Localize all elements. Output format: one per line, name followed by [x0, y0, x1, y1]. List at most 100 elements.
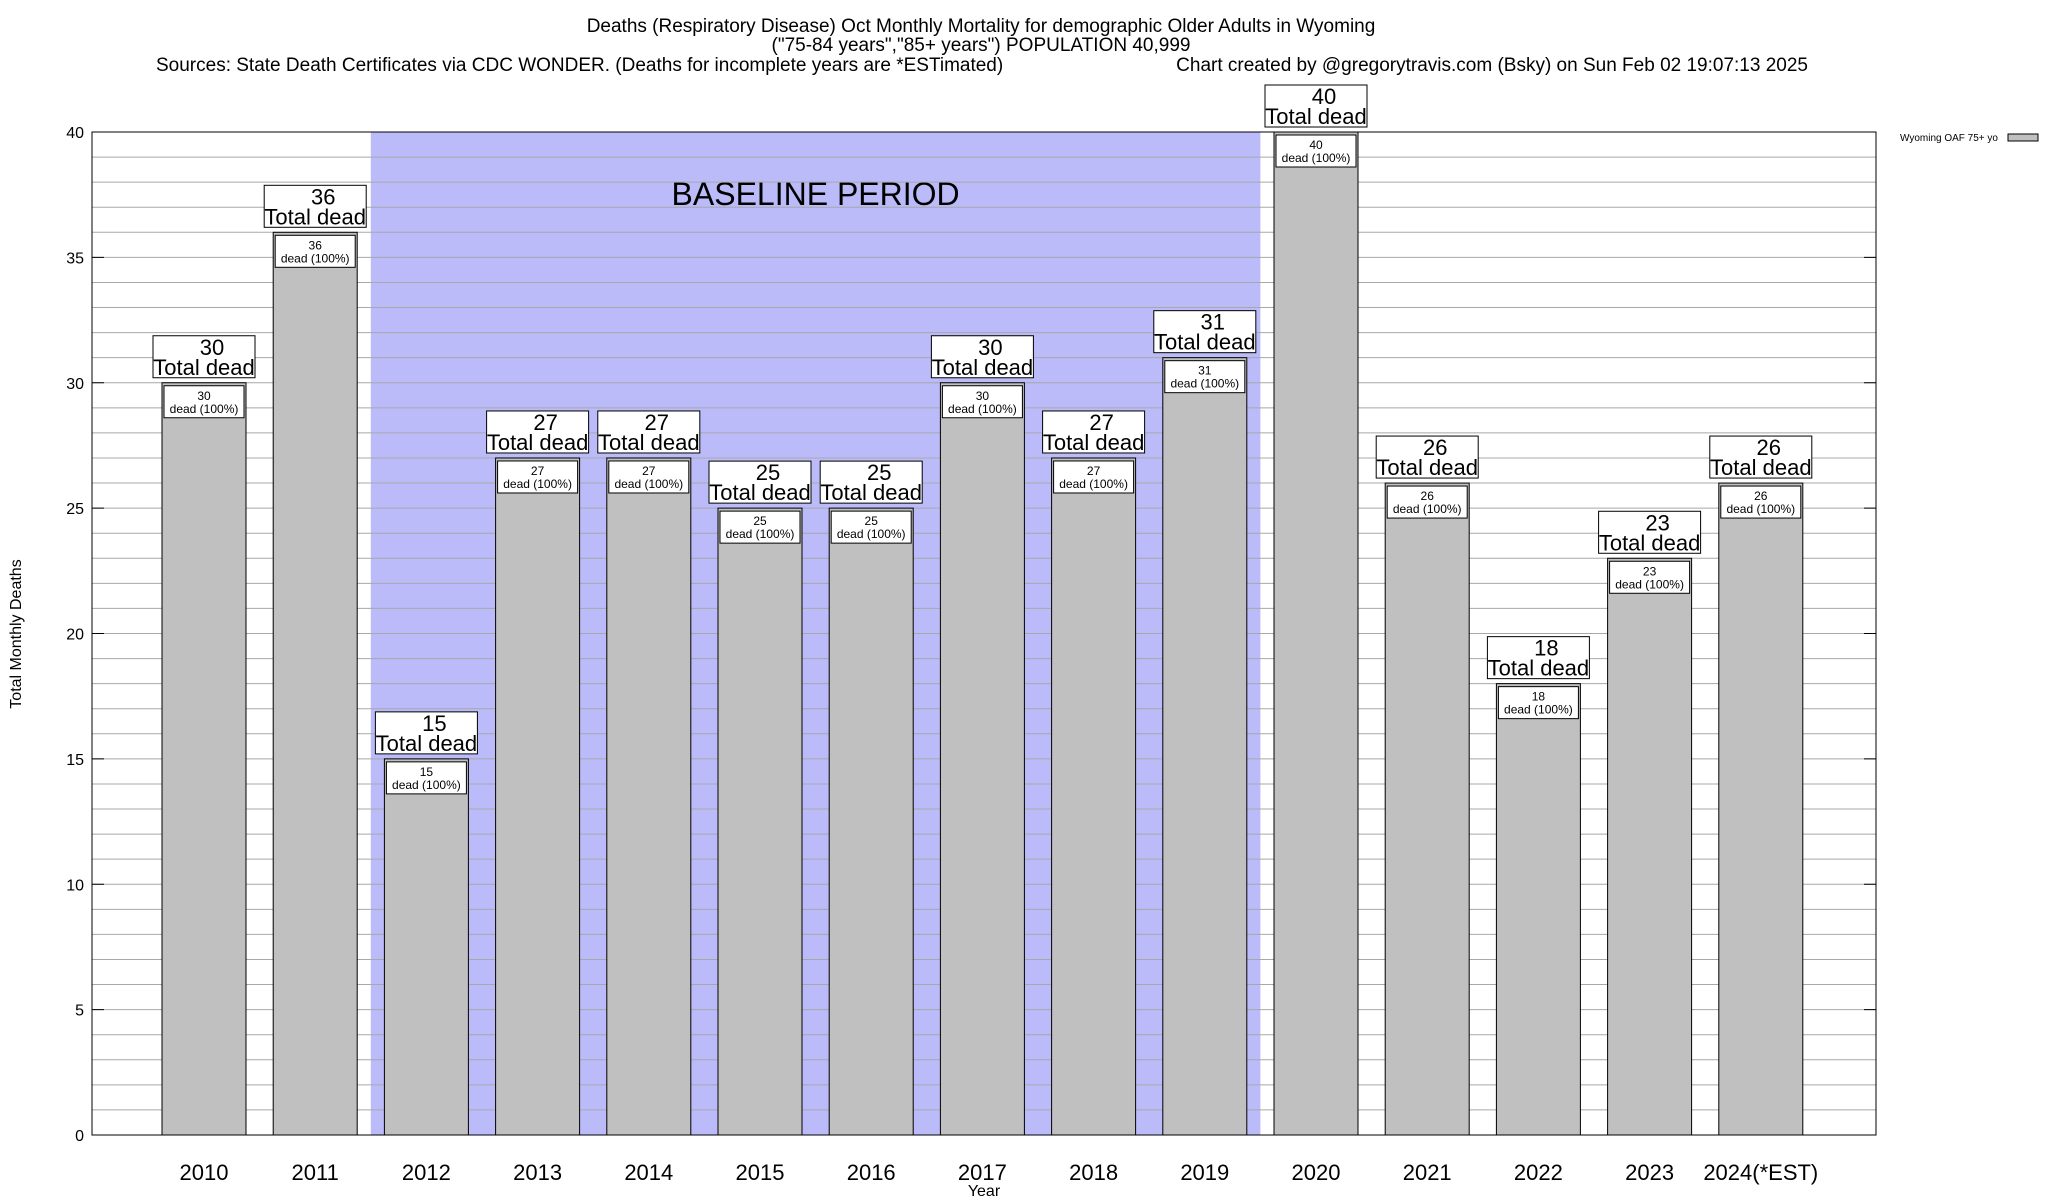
- bar-inner-label: dead (100%): [392, 778, 461, 792]
- bar-inner-label-box: [941, 385, 1023, 419]
- bar-top-label-box: [1264, 84, 1368, 128]
- x-tick-label: 2022: [1514, 1160, 1563, 1185]
- bar-inner-label: dead (100%): [948, 402, 1017, 416]
- x-tick-label: 2013: [513, 1160, 562, 1185]
- bar: [383, 758, 469, 1136]
- bar: [1495, 683, 1581, 1136]
- bar: [161, 382, 247, 1136]
- bar: [1051, 457, 1137, 1136]
- bar-top-label-box: [708, 460, 812, 504]
- bar-inner-label-box: [830, 510, 912, 544]
- bar-top-label-box: [486, 410, 590, 454]
- bar-top-label: Total dead: [820, 480, 922, 505]
- bar-inner-value: 27: [1087, 464, 1101, 478]
- x-axis-ticks: 2010 2011 2012 2013 2014 2015 2016 2017 2018 2019…: [180, 1160, 1819, 1185]
- bar-inner-label: dead (100%): [1282, 151, 1351, 165]
- bar-inner-value: 36: [309, 238, 323, 252]
- x-axis-label: Year: [968, 1183, 1001, 1200]
- bar-inner-value: 25: [865, 514, 879, 528]
- bar-top-label: Total dead: [709, 480, 811, 505]
- bar-top-label-box: [930, 335, 1034, 379]
- bar-top-value: 40: [1312, 84, 1336, 109]
- y-tick-label: 30: [66, 376, 84, 393]
- bar-inner-value: 30: [976, 389, 990, 403]
- bar-inner-value: 26: [1421, 489, 1435, 503]
- bar: [939, 382, 1025, 1136]
- bar: [272, 231, 358, 1136]
- bar-inner-value: 40: [1309, 138, 1323, 152]
- bar-top-value: 36: [311, 184, 335, 209]
- bar-inner-value: 23: [1643, 564, 1657, 578]
- bar: [1607, 557, 1693, 1136]
- bar-top-label-box: [1375, 435, 1479, 479]
- legend-series-name: Wyoming OAF 75+ yo: [1900, 133, 1998, 144]
- bar-inner-label-box: [274, 234, 356, 268]
- bar-inner-value: 27: [642, 464, 656, 478]
- bar-top-value: 18: [1534, 636, 1558, 661]
- bar-top-label: Total dead: [376, 731, 478, 756]
- bar-top-label: Total dead: [1599, 530, 1701, 555]
- bar-top-value: 27: [533, 410, 557, 435]
- x-tick-label: 2023: [1625, 1160, 1674, 1185]
- bar-inner-label: dead (100%): [170, 402, 239, 416]
- bar-top-label-box: [597, 410, 701, 454]
- bar-inner-label: dead (100%): [1393, 502, 1462, 516]
- bar-top-label: Total dead: [264, 204, 366, 229]
- bar-inner-label-box: [1275, 134, 1357, 168]
- bar-top-value: 31: [1201, 310, 1225, 335]
- x-tick-label: 2018: [1069, 1160, 1118, 1185]
- bar-top-label: Total dead: [1488, 656, 1590, 681]
- bar: [1273, 131, 1359, 1136]
- bar-top-value: 27: [645, 410, 669, 435]
- x-tick-label: 2021: [1403, 1160, 1452, 1185]
- bar-inner-label: dead (100%): [503, 477, 572, 491]
- x-tick-label: 2010: [180, 1160, 229, 1185]
- bar-inner-value: 26: [1754, 489, 1768, 503]
- bar-top-label: Total dead: [1376, 455, 1478, 480]
- bar-inner-value: 18: [1532, 690, 1546, 704]
- bar-inner-label: dead (100%): [1170, 377, 1239, 391]
- bar-inner-label-box: [1609, 560, 1691, 594]
- y-tick-label: 25: [66, 501, 84, 518]
- x-tick-label: 2014: [624, 1160, 673, 1185]
- bar: [606, 457, 692, 1136]
- bar-inner-value: 25: [753, 514, 767, 528]
- y-axis-ticks: 0 5 10 15 20 25 30 35 40: [66, 125, 1876, 1145]
- bar-top-label-box: [819, 460, 923, 504]
- chart-credit: Chart created by @gregorytravis.com (Bsk…: [1176, 55, 1808, 76]
- bar: [1384, 482, 1470, 1136]
- bar-inner-label-box: [1386, 485, 1468, 519]
- legend-swatch: [2007, 133, 2039, 142]
- chart-title-block: Deaths (Respiratory Disease) Oct Monthly…: [156, 16, 1808, 76]
- bar-top-label-box: [1486, 636, 1590, 680]
- legend: Wyoming OAF 75+ yo: [1900, 133, 2039, 144]
- bar-inner-label: dead (100%): [1059, 477, 1128, 491]
- bar-inner-value: 31: [1198, 364, 1212, 378]
- bar-top-value: 25: [756, 460, 780, 485]
- bar: [495, 457, 581, 1136]
- y-tick-label: 35: [66, 250, 84, 267]
- bar: [1718, 482, 1804, 1136]
- bar-top-label-box: [1042, 410, 1146, 454]
- bar-inner-label: dead (100%): [614, 477, 683, 491]
- bar-top-label: Total dead: [1043, 430, 1145, 455]
- y-tick-label: 10: [66, 877, 84, 894]
- bar-inner-label-box: [1720, 485, 1802, 519]
- bar-top-label: Total dead: [1710, 455, 1812, 480]
- bars: [161, 131, 1804, 1136]
- y-tick-label: 15: [66, 752, 84, 769]
- chart-subtitle: ("75-84 years","85+ years") POPULATION 4…: [772, 35, 1191, 56]
- bar-inner-label-box: [385, 761, 467, 795]
- bar-top-value: 30: [200, 335, 224, 360]
- bar-top-value: 27: [1089, 410, 1113, 435]
- bar-inner-label-box: [1164, 360, 1246, 394]
- bar-inner-value: 30: [197, 389, 211, 403]
- bar-inner-label: dead (100%): [1726, 502, 1795, 516]
- bar-inner-label-box: [1497, 686, 1579, 720]
- bar-top-label: Total dead: [153, 355, 255, 380]
- bar-top-label: Total dead: [598, 430, 700, 455]
- y-axis-label: Total Monthly Deaths: [8, 559, 25, 708]
- x-tick-label: 2015: [736, 1160, 785, 1185]
- x-tick-label: 2020: [1292, 1160, 1341, 1185]
